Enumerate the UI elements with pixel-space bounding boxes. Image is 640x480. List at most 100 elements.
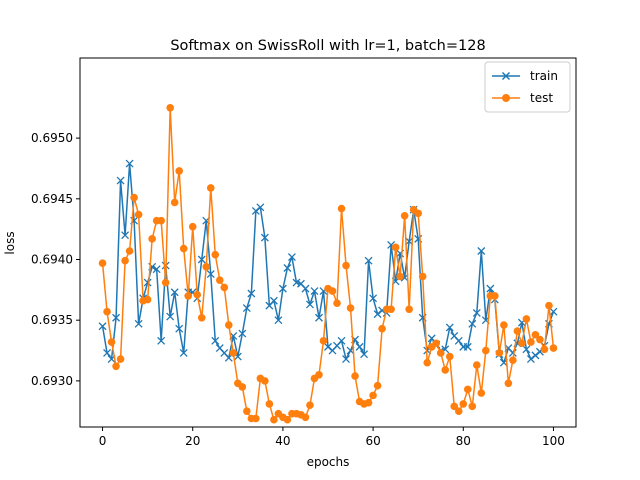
data-point-test <box>454 407 463 416</box>
data-point-test <box>418 272 427 281</box>
data-point-test <box>459 400 468 408</box>
data-point-test <box>306 401 314 409</box>
data-point-test <box>495 349 504 357</box>
data-point-test <box>161 278 170 287</box>
data-point-test <box>134 210 143 219</box>
data-point-test <box>513 327 522 335</box>
data-point-train <box>256 203 265 212</box>
data-point-test <box>315 371 323 379</box>
data-point-test <box>188 222 197 231</box>
data-point-train <box>121 231 130 240</box>
data-point-train <box>477 247 486 255</box>
series-test <box>98 103 558 424</box>
data-point-test <box>536 335 544 344</box>
data-point-test <box>396 272 404 281</box>
data-point-train <box>274 316 283 325</box>
x-tick-label: 100 <box>542 434 565 448</box>
data-point-test <box>261 377 269 385</box>
y-tick-label: 0.6950 <box>31 131 73 145</box>
data-point-test <box>130 193 138 202</box>
data-point-test <box>540 345 549 354</box>
data-point-test <box>103 307 111 316</box>
data-point-train <box>522 345 531 354</box>
chart-title: Softmax on SwissRoll with lr=1, batch=12… <box>170 38 485 54</box>
data-point-train <box>143 278 152 287</box>
data-point-test <box>522 315 531 323</box>
y-tick-label: 0.6935 <box>31 313 73 327</box>
data-point-test <box>337 204 346 213</box>
data-point-test <box>225 321 233 329</box>
data-point-test <box>463 385 472 394</box>
data-point-test <box>423 358 432 367</box>
x-tick-label: 80 <box>456 434 471 448</box>
legend-item-test: test <box>492 91 553 105</box>
data-point-test <box>436 349 445 357</box>
legend-label-train: train <box>530 69 558 83</box>
data-point-test <box>473 361 481 369</box>
legend-label-test: test <box>530 91 553 105</box>
data-point-train <box>337 336 346 345</box>
data-point-test <box>116 355 125 363</box>
data-point-test <box>283 415 292 424</box>
legend-item-train: train <box>492 69 558 83</box>
data-point-train <box>197 255 206 264</box>
data-point-test <box>509 356 517 365</box>
data-point-train <box>278 284 287 293</box>
plot-area: 0 20 40 60 80 100 0.6930 0.6935 0.6940 0.6945 0.69… <box>31 57 577 448</box>
data-point-test <box>143 295 152 304</box>
data-point-test <box>432 339 441 348</box>
x-tick-label: 0 <box>99 434 107 448</box>
data-point-test <box>468 402 477 411</box>
data-point-test <box>301 413 310 422</box>
data-point-test <box>504 379 513 388</box>
data-point-test <box>445 352 454 361</box>
data-point-train <box>125 159 134 168</box>
x-tick-label: 20 <box>185 434 200 448</box>
axes-frame <box>79 57 577 428</box>
data-point-train <box>445 323 454 332</box>
data-point-train <box>549 307 558 316</box>
data-point-train <box>247 289 256 298</box>
data-point-test <box>491 292 499 300</box>
data-point-test <box>391 243 400 252</box>
data-point-train <box>269 296 278 305</box>
data-point-train <box>486 284 495 293</box>
data-point-train <box>103 348 112 357</box>
data-point-test <box>148 235 156 243</box>
data-point-test <box>364 398 373 407</box>
data-point-test <box>441 366 450 374</box>
data-point-train <box>179 348 188 357</box>
legend: train test <box>484 61 571 113</box>
data-point-train <box>242 304 251 313</box>
data-point-test <box>125 247 134 255</box>
y-tick-label: 0.6945 <box>31 192 73 206</box>
data-point-train <box>238 329 247 338</box>
data-point-test <box>333 299 341 307</box>
data-point-test <box>206 184 215 192</box>
data-point-test <box>175 167 183 175</box>
data-point-train <box>369 294 378 303</box>
data-point-test <box>270 415 278 424</box>
data-point-train <box>116 176 125 185</box>
data-point-test <box>477 389 486 397</box>
data-point-test <box>518 339 526 348</box>
y-tick-label: 0.6940 <box>31 252 73 266</box>
data-point-test <box>351 372 359 380</box>
data-point-test <box>121 256 129 265</box>
data-point-test <box>215 276 224 284</box>
data-point-train <box>310 287 319 296</box>
data-point-test <box>387 305 395 314</box>
data-point-test <box>184 292 193 300</box>
data-point-test <box>229 349 238 357</box>
y-axis-label: loss <box>3 231 17 254</box>
data-point-test <box>112 362 120 371</box>
data-point-test <box>319 337 328 345</box>
data-point-test <box>342 261 350 270</box>
data-point-test <box>400 212 409 220</box>
data-point-train <box>112 313 121 322</box>
data-point-train <box>463 342 472 351</box>
data-point-test <box>220 283 229 292</box>
data-point-test <box>545 301 553 310</box>
data-point-test <box>527 338 535 346</box>
data-point-train <box>360 350 369 359</box>
